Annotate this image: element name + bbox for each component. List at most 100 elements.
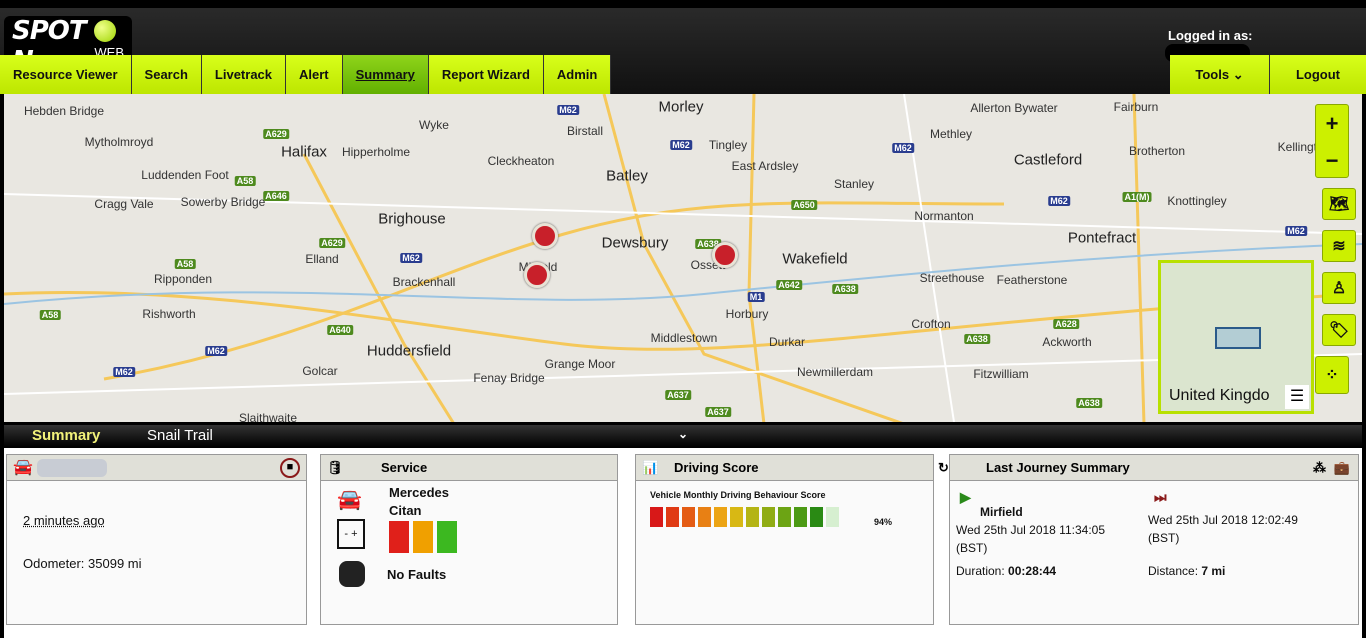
- road-shield: A58: [234, 176, 256, 186]
- place-label: Fenay Bridge: [473, 371, 545, 385]
- distance: Distance: 7 mi: [1148, 564, 1226, 578]
- service-title: Service: [381, 460, 428, 475]
- road-shield: A628: [1053, 319, 1079, 329]
- map-roads: [4, 94, 1362, 422]
- logout-button[interactable]: Logout: [1270, 55, 1366, 94]
- chevron-down-icon[interactable]: ⌄: [678, 427, 689, 441]
- tab-snail-trail[interactable]: Snail Trail: [147, 427, 213, 444]
- briefcase-icon[interactable]: 💼: [1333, 460, 1350, 475]
- score-segment: [714, 507, 727, 527]
- place-label: Wakefield: [782, 250, 848, 268]
- place-label: Golcar: [302, 364, 338, 378]
- nav-search[interactable]: Search: [131, 55, 202, 94]
- score-segment: [698, 507, 711, 527]
- nav-alert[interactable]: Alert: [286, 55, 343, 94]
- place-label: Brackenhall: [392, 275, 456, 289]
- logged-in-label: Logged in as:: [1168, 28, 1253, 43]
- nav-resource-viewer[interactable]: Resource Viewer: [0, 55, 132, 94]
- place-label: Crofton: [911, 317, 951, 331]
- layers-icon[interactable]: ≋: [1322, 230, 1356, 262]
- place-label: Fairburn: [1113, 100, 1159, 114]
- place-label: Birstall: [566, 124, 604, 138]
- overview-viewport[interactable]: [1215, 327, 1261, 349]
- score-subtitle: Vehicle Monthly Driving Behaviour Score: [650, 490, 826, 500]
- place-label: Allerton Bywater: [970, 101, 1058, 115]
- battery-level-segment: [437, 521, 457, 553]
- nav-livetrack[interactable]: Livetrack: [201, 55, 287, 94]
- score-segment: [778, 507, 791, 527]
- vehicle-model: Citan: [389, 503, 422, 518]
- overview-label: United Kingdo: [1169, 387, 1270, 404]
- place-label: Stanley: [833, 177, 875, 191]
- road-shield: A58: [39, 310, 61, 320]
- vehicle-marker[interactable]: [524, 262, 550, 288]
- end-time: Wed 25th Jul 2018 12:02:49: [1148, 513, 1298, 527]
- road-shield: A58: [174, 259, 196, 269]
- battery-icon: - +: [337, 519, 365, 549]
- vehicle-panel: 🚘 ■ 2 minutes ago Odometer: 35099 mi: [6, 454, 307, 625]
- street-view-icon[interactable]: ♙: [1322, 272, 1356, 304]
- place-label: Morley: [658, 98, 704, 116]
- place-label: Castleford: [1013, 151, 1083, 169]
- place-label: Mytholmroyd: [84, 135, 154, 149]
- road-shield: M62: [557, 105, 579, 115]
- place-label: Methley: [929, 127, 973, 141]
- place-label: Slaithwaite: [238, 411, 298, 422]
- legend-icon[interactable]: ☰: [1285, 385, 1309, 409]
- overview-map[interactable]: United Kingdo ☰: [1158, 260, 1314, 414]
- nav-summary[interactable]: Summary: [342, 55, 429, 94]
- place-label: Brighouse: [378, 210, 446, 228]
- last-seen-time[interactable]: 2 minutes ago: [23, 513, 105, 528]
- main-nav: Resource Viewer Search Livetrack Alert Summa…: [0, 55, 612, 94]
- score-segment: [666, 507, 679, 527]
- road-shield: M62: [1048, 196, 1070, 206]
- zoom-out-button[interactable]: −: [1325, 148, 1339, 173]
- place-label: Huddersfield: [366, 342, 452, 360]
- vehicle-panel-header: 🚘 ■: [7, 455, 306, 481]
- place-label: Cragg Vale: [94, 197, 154, 211]
- last-journey-panel: ↻ Last Journey Summary ⁂ 💼 ▶ Mirfield We…: [938, 454, 1359, 625]
- nav-admin[interactable]: Admin: [543, 55, 612, 94]
- road-shield: A650: [791, 200, 817, 210]
- stop-icon[interactable]: ■: [280, 458, 300, 478]
- road-shield: A638: [695, 239, 721, 249]
- journey-title: Last Journey Summary: [986, 460, 1130, 475]
- zoom-in-button[interactable]: +: [1325, 111, 1339, 136]
- vehicle-marker[interactable]: [532, 223, 558, 249]
- car-icon: 🚘: [337, 489, 362, 511]
- trail-icon[interactable]: ⁘: [1315, 356, 1349, 394]
- place-label: East Ardsley: [731, 159, 799, 173]
- place-label: Normanton: [914, 209, 974, 223]
- score-segment: [826, 507, 839, 527]
- start-time: Wed 25th Jul 2018 11:34:05: [956, 523, 1106, 537]
- place-label: Hebden Bridge: [23, 104, 105, 118]
- place-label: Tingley: [708, 138, 748, 152]
- driving-score-panel: 📊 Driving Score Vehicle Monthly Driving B…: [635, 454, 934, 625]
- score-segment: [762, 507, 775, 527]
- world-map-icon[interactable]: 🗺: [1322, 188, 1356, 220]
- nav-report-wizard[interactable]: Report Wizard: [428, 55, 544, 94]
- score-segment: [650, 507, 663, 527]
- footprints-icon[interactable]: ⁂: [1313, 460, 1326, 475]
- driving-score-title: Driving Score: [674, 460, 759, 475]
- road-shield: A629: [263, 129, 289, 139]
- journey-end-icon: ⏭: [1154, 489, 1167, 505]
- oil-can-icon: 🛢: [327, 460, 344, 475]
- tab-summary[interactable]: Summary: [32, 427, 101, 444]
- map[interactable]: Hebden Bridge Mytholmroyd Halifax Wyke Hippe…: [4, 94, 1362, 422]
- tools-menu[interactable]: Tools ⌄: [1170, 55, 1270, 94]
- road-shield: A642: [776, 280, 802, 290]
- road-shield: M62: [670, 140, 692, 150]
- place-label: Luddenden Foot: [141, 168, 229, 182]
- odometer: Odometer: 35099 mi: [23, 556, 142, 571]
- place-label: Grange Moor: [544, 357, 616, 371]
- road-shield: M62: [113, 367, 135, 377]
- vehicle-marker[interactable]: [712, 242, 738, 268]
- road-shield: A638: [832, 284, 858, 294]
- place-label: Fitzwilliam: [973, 367, 1029, 381]
- place-label: Newmillerdam: [796, 365, 874, 379]
- tag-icon[interactable]: 🏷: [1322, 314, 1356, 346]
- place-label: Durkar: [768, 335, 806, 349]
- journey-start-icon: ▶: [960, 489, 971, 505]
- road-shield: A638: [1076, 398, 1102, 408]
